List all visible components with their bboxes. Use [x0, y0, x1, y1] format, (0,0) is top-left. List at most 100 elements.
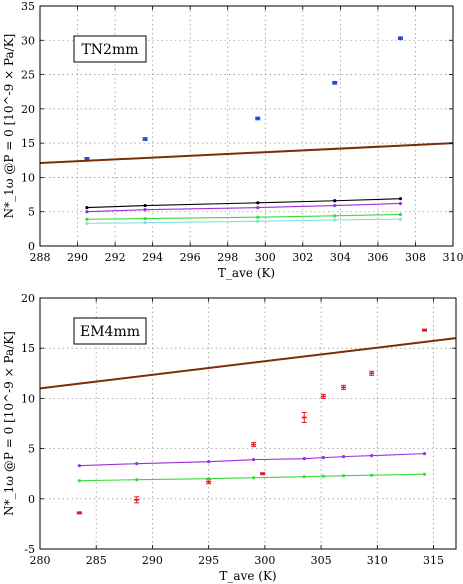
series-group: [40, 328, 456, 515]
y-tick-label: 15: [21, 342, 35, 355]
y-tick-label: 0: [28, 240, 35, 253]
y-tick-label: 10: [21, 392, 35, 405]
x-axis-label: T_ave (K): [218, 266, 275, 280]
data-point: [422, 328, 428, 332]
x-tick-label: 280: [30, 554, 51, 567]
x-tick-label: 290: [142, 554, 163, 567]
data-point: [260, 472, 266, 476]
y-axis-label: N*_1ω @P = 0 [10^-9 × Pa/K]: [2, 34, 16, 219]
x-tick-label: 296: [180, 251, 201, 264]
data-point: [135, 462, 139, 466]
y-tick-label: 5: [28, 206, 35, 219]
data-point: [85, 210, 89, 214]
x-tick-label: 308: [405, 251, 426, 264]
data-point: [369, 370, 375, 376]
data-point: [398, 201, 403, 206]
data-point: [206, 479, 212, 485]
x-tick-label: 302: [292, 251, 313, 264]
panel-label: TN2mm: [81, 42, 138, 58]
data-point: [143, 203, 147, 208]
x-tick-label: 315: [423, 554, 444, 567]
data-point: [76, 511, 82, 515]
data-point: [398, 212, 403, 217]
x-tick-label: 298: [217, 251, 238, 264]
x-tick-label: 300: [255, 251, 276, 264]
x-tick-label: 288: [30, 251, 51, 264]
data-point: [207, 477, 211, 481]
data-point: [85, 217, 89, 221]
data-point: [370, 454, 374, 458]
series-line: [86, 202, 401, 213]
y-tick-label: 30: [21, 34, 35, 47]
x-tick-label: 306: [367, 251, 388, 264]
data-point: [207, 460, 211, 464]
y-tick-label: 10: [21, 171, 35, 184]
y-tick-label: 15: [21, 137, 35, 150]
y-tick-label: 20: [21, 292, 35, 305]
x-tick-label: 304: [330, 251, 351, 264]
data-point: [77, 479, 81, 483]
panel-label-box: [73, 35, 147, 63]
series-line: [86, 198, 401, 209]
data-point: [332, 80, 338, 85]
data-point: [143, 221, 147, 225]
data-point: [252, 476, 256, 480]
y-axis-label: N*_1ω @P = 0 [10^-9 × Pa/K]: [2, 331, 16, 516]
panel-label-box: [73, 317, 147, 345]
data-point: [143, 216, 147, 221]
y-tick-label: 35: [21, 0, 35, 13]
data-point: [398, 197, 403, 201]
data-point: [77, 464, 81, 468]
data-point: [333, 203, 337, 208]
y-tick-label: -5: [24, 543, 35, 556]
data-point: [301, 411, 307, 423]
x-tick-label: 294: [142, 251, 163, 264]
data-point: [256, 215, 260, 219]
data-point: [341, 384, 347, 390]
y-tick-label: 25: [21, 69, 35, 82]
data-point: [256, 206, 260, 210]
data-point: [320, 393, 326, 399]
x-tick-label: 305: [311, 554, 332, 567]
y-tick-label: 20: [21, 103, 35, 116]
x-tick-label: 310: [443, 251, 463, 264]
x-tick-label: 300: [254, 554, 275, 567]
panel-label: EM4mm: [80, 324, 140, 340]
data-point: [341, 474, 346, 478]
series-group: [40, 36, 453, 225]
plot-frame: [39, 297, 457, 550]
data-point: [251, 442, 257, 448]
data-point: [333, 214, 337, 218]
x-tick-label: 285: [86, 554, 107, 567]
data-point: [422, 472, 427, 476]
data-point: [302, 457, 306, 461]
y-tick-label: 0: [28, 493, 35, 506]
x-axis-label: T_ave (K): [219, 569, 276, 583]
data-point: [397, 36, 403, 41]
data-point: [134, 496, 140, 504]
series-line: [86, 218, 401, 224]
data-point: [252, 458, 256, 462]
x-tick-label: 292: [105, 251, 126, 264]
data-point: [302, 475, 306, 479]
data-point: [255, 116, 261, 121]
x-tick-label: 310: [367, 554, 388, 567]
data-point: [422, 452, 427, 456]
panel-2: 280 285 290 295 300 305 310 315 -5 0 5 10 15 20 EM4mm T…: [2, 292, 457, 583]
data-point: [142, 137, 148, 141]
data-point: [256, 201, 260, 205]
series-line: [86, 213, 401, 220]
data-point: [85, 221, 89, 225]
data-point: [370, 473, 374, 477]
y-tick-label: 5: [28, 443, 35, 456]
data-point: [85, 206, 89, 210]
x-tick-label: 290: [67, 251, 88, 264]
data-point: [135, 478, 139, 482]
data-point: [321, 456, 325, 460]
data-point: [398, 217, 403, 221]
data-point: [333, 218, 337, 222]
plot-frame: [39, 5, 454, 247]
series-line: [40, 337, 456, 390]
